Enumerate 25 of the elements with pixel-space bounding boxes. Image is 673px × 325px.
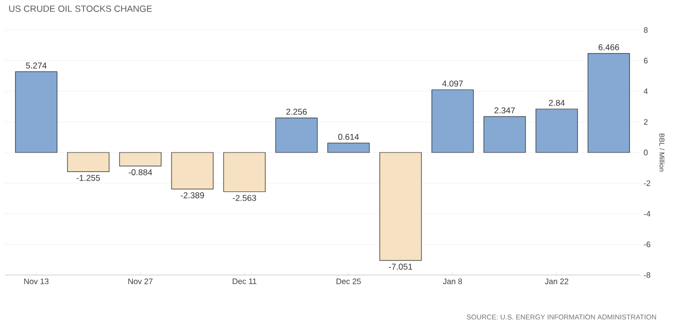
bar xyxy=(223,152,266,192)
data-label: 5.274 xyxy=(26,62,47,69)
bar xyxy=(432,89,474,153)
data-label: -2.389 xyxy=(180,192,204,198)
bar xyxy=(379,152,422,261)
data-label: -0.884 xyxy=(128,169,152,176)
bar xyxy=(588,53,630,153)
data-label: 2.256 xyxy=(286,108,307,115)
data-label: -7.051 xyxy=(388,264,412,270)
bar xyxy=(327,142,370,153)
data-label: 0.614 xyxy=(338,134,359,140)
bar xyxy=(119,152,162,166)
data-label: 2.347 xyxy=(494,107,515,114)
data-label: 4.097 xyxy=(442,80,463,87)
bar xyxy=(67,152,110,172)
data-label: 2.84 xyxy=(548,100,565,106)
data-label: -1.255 xyxy=(76,174,100,181)
bar xyxy=(536,108,578,153)
bar xyxy=(275,118,318,153)
data-label: -2.563 xyxy=(232,194,256,201)
bar xyxy=(484,116,526,153)
bar xyxy=(171,152,214,190)
bar xyxy=(15,71,58,153)
data-label: 6.466 xyxy=(598,44,620,50)
chart-title: US CRUDE OIL STOCKS CHANGE xyxy=(9,6,152,12)
